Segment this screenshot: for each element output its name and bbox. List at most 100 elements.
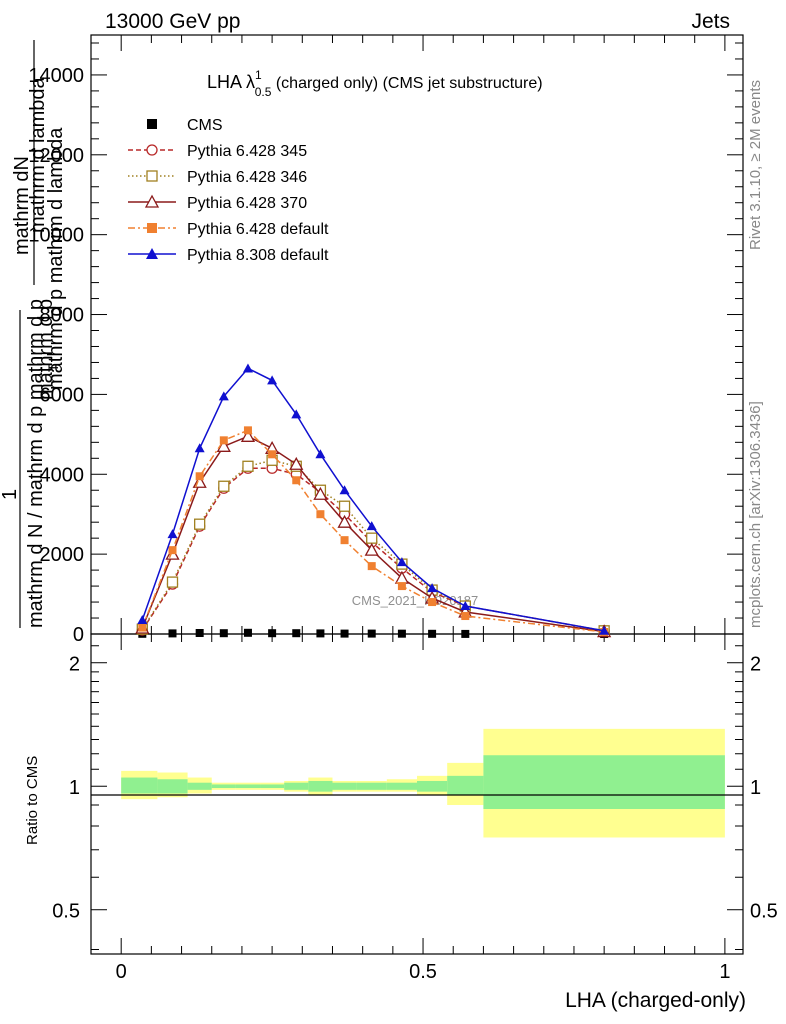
data-point [366,521,377,531]
x-tick-label: 1 [719,961,730,983]
ratio-tick-label-right: 0.5 [750,901,778,923]
ratio-band-stat [332,782,357,790]
legend-entry: Pythia 6.428 default [128,221,329,238]
ratio-band-stat [260,784,285,789]
data-point [195,472,204,481]
data-point [316,510,325,519]
data-point [166,576,179,588]
ratio-tick-label-right: 1 [750,777,761,799]
data-point [168,629,177,638]
data-point [289,456,304,470]
legend-entry: CMS [147,117,223,134]
legend-label: Pythia 8.308 default [187,247,329,264]
ratio-band-stat [157,779,188,794]
plot-title-sup: 1 [255,68,262,82]
series-line [141,435,605,633]
data-point [194,518,206,530]
data-point [218,480,230,492]
plot-title-sub: 0.5 [255,85,272,99]
data-point [396,557,407,567]
series-pythia-8-308-default [137,363,610,635]
x-axis: 0 0.5 1 [90,35,730,983]
series-pythia-6-428-default [138,426,609,637]
ratio-band-stat [308,780,333,792]
data-point [340,536,349,545]
data-point [168,546,177,555]
series-layer [135,363,612,638]
x-tick-label: 0.5 [409,961,437,983]
legend-entry: Pythia 8.308 default [128,247,329,264]
data-point [364,542,379,556]
ratio-panel-frame [90,633,744,955]
data-point [339,485,350,495]
legend-entry: Pythia 6.428 345 [128,143,307,160]
data-point [144,194,160,208]
ratio-band-stat [235,784,261,789]
ratio-band-stat [386,782,417,790]
data-point [218,391,229,401]
data-point [461,629,470,638]
data-point [137,615,148,625]
plot-title-prefix: LHA λ [207,72,255,92]
data-point [146,170,158,182]
legend-entry: Pythia 6.428 370 [128,194,307,212]
legend: CMS Pythia 6.428 345 Pythia 6.428 346 Pythi… [128,117,329,264]
ylabel-top-denominator: mathrm d p mathrm d lambda [45,127,67,390]
data-point [167,529,178,539]
data-point [268,629,277,638]
data-point [428,598,437,607]
data-point [397,582,406,591]
data-point [292,629,301,638]
data-point [292,476,301,485]
ylabel-bottom-extra: mathrm d p [35,299,57,400]
header-right: Jets [691,10,730,33]
data-point [427,583,438,593]
legend-label: Pythia 6.428 345 [187,143,307,160]
data-point [599,625,610,635]
y-tick-label: 12000 [28,145,84,167]
main-y-axis: 0 2000 4000 6000 8000 10000 12000 14000 [28,42,743,646]
ratio-tick-label: 0.5 [52,901,80,923]
data-point [268,450,277,459]
y-tick-label: 6000 [40,384,85,406]
data-point [243,426,252,435]
legend-label: Pythia 6.428 default [187,221,329,238]
ylabel-top-numerator: mathrm dN [11,156,33,255]
data-point [340,629,349,638]
data-point [338,500,351,512]
plot-title-suffix: (charged only) (CMS jet substructure) [271,75,542,92]
ylabel-sub-t: T [45,363,61,372]
series-line [141,367,605,632]
data-point [195,629,204,638]
legend-label: CMS [187,117,223,134]
legend-label: Pythia 6.428 346 [187,169,307,186]
series-line [141,429,605,633]
ratio-bands [121,728,725,838]
y-tick-label: 10000 [28,225,84,247]
ratio-tick-label: 2 [69,654,80,676]
data-point [366,532,378,544]
data-point [147,119,157,129]
ylabel-top-denominator-extra: mathrm d lambda [27,77,49,233]
data-point [460,601,471,611]
data-point [240,428,256,442]
ylabel-bottom: mathrm d N / mathrm d p mathrm d p [25,299,47,628]
data-point [219,436,228,445]
data-point [313,486,328,500]
data-point [146,248,158,259]
ratio-band-stat [284,782,309,790]
ratio-y-label: Ratio to CMS [24,756,41,845]
header-left: 13000 GeV pp [105,10,240,33]
data-point [316,629,325,638]
ratio-tick-label: 1 [69,777,80,799]
data-point [194,443,205,453]
data-point [428,629,437,638]
data-point [138,623,147,632]
rivet-label: Rivet 3.1.10, ≥ 2M events [747,80,764,250]
watermark: CMS_2021_I1920187 [352,593,479,608]
data-point [315,449,326,459]
y-tick-label: 8000 [40,305,85,327]
data-point [242,460,254,472]
data-point [367,562,376,571]
